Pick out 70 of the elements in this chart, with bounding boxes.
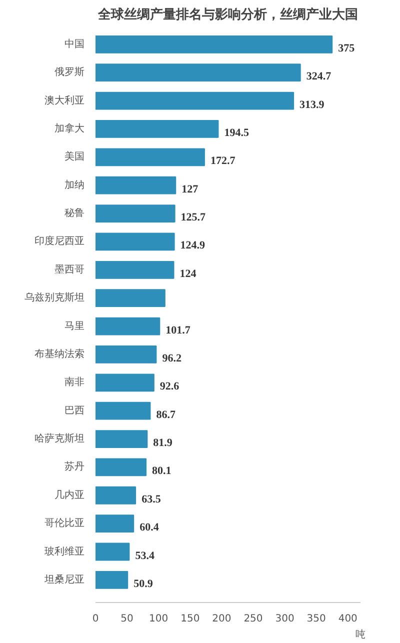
bar xyxy=(96,92,294,110)
bar xyxy=(96,148,205,166)
data-label: 313.9 xyxy=(300,98,325,111)
chart-title: 全球丝绸产量排名与影响分析，丝绸产业大国 xyxy=(97,6,358,22)
bar xyxy=(96,176,176,194)
data-label: 125.7 xyxy=(180,212,206,224)
y-tick-label: 苏丹 xyxy=(64,460,84,473)
y-tick-label: 印度尼西亚 xyxy=(34,235,84,248)
bar xyxy=(96,346,157,364)
data-label: 60.4 xyxy=(140,522,160,534)
y-tick-label: 布基纳法索 xyxy=(34,348,84,360)
bar xyxy=(96,232,175,251)
y-tick-label: 中国 xyxy=(64,38,84,50)
x-tick-label: 50 xyxy=(120,614,134,624)
bar xyxy=(96,289,166,308)
data-label: 50.9 xyxy=(134,578,154,590)
x-tick-label: 100 xyxy=(149,614,168,624)
y-tick-label: 马里 xyxy=(64,320,84,332)
y-tick-label: 墨西哥 xyxy=(54,264,84,276)
x-tick-label: 250 xyxy=(244,614,263,624)
bar xyxy=(96,35,333,54)
y-tick-label: 坦桑尼亚 xyxy=(44,573,84,586)
bar xyxy=(96,402,151,420)
bar xyxy=(96,374,154,392)
x-tick-label: 300 xyxy=(275,614,294,624)
x-tick-label: 0 xyxy=(92,614,99,624)
data-label: 92.6 xyxy=(160,380,180,393)
bar xyxy=(96,120,219,138)
y-tick-label: 哈萨克斯坦 xyxy=(34,432,84,445)
y-tick-label: 澳大利亚 xyxy=(44,94,84,106)
data-label: 127 xyxy=(182,183,199,196)
data-label: 81.9 xyxy=(153,437,173,450)
data-label: 86.7 xyxy=(156,408,176,421)
bar xyxy=(96,430,148,448)
data-label: 53.4 xyxy=(135,550,155,562)
y-tick-label: 俄罗斯 xyxy=(54,66,84,78)
bar xyxy=(96,542,130,561)
data-label: 324.7 xyxy=(306,70,332,83)
bar xyxy=(96,570,128,589)
y-tick-label: 哥伦比亚 xyxy=(44,517,84,530)
data-label: 375 xyxy=(338,42,356,54)
y-tick-label: 巴西 xyxy=(64,405,84,416)
y-tick-label: 南非 xyxy=(64,376,84,388)
bar xyxy=(96,486,136,504)
data-label: 194.5 xyxy=(224,126,250,139)
y-tick-label: 加纳 xyxy=(64,178,84,191)
bar xyxy=(96,204,176,222)
data-label: 124 xyxy=(180,268,197,280)
y-tick-label: 玻利维亚 xyxy=(44,545,84,558)
bar xyxy=(96,514,134,533)
bar xyxy=(96,458,147,476)
bar xyxy=(96,64,301,82)
data-label: 96.2 xyxy=(162,352,182,364)
x-axis-title: 吨 xyxy=(356,628,366,640)
y-tick-label: 加拿大 xyxy=(54,122,84,134)
data-label: 63.5 xyxy=(142,493,162,506)
x-tick-label: 150 xyxy=(180,614,200,624)
x-tick-label: 400 xyxy=(338,614,358,624)
data-label: 172.7 xyxy=(210,155,236,168)
y-tick-label: 乌兹别克斯坦 xyxy=(24,292,84,304)
data-label: 101.7 xyxy=(166,324,191,336)
bar xyxy=(96,260,174,279)
data-label: 80.1 xyxy=(152,465,172,478)
x-tick-label: 350 xyxy=(306,614,326,624)
y-tick-label: 美国 xyxy=(64,150,84,163)
y-tick-label: 秘鲁 xyxy=(64,207,84,220)
data-label: 124.9 xyxy=(180,240,206,252)
bar xyxy=(96,317,160,336)
y-tick-label: 几内亚 xyxy=(54,488,84,501)
x-tick-label: 200 xyxy=(212,614,232,624)
